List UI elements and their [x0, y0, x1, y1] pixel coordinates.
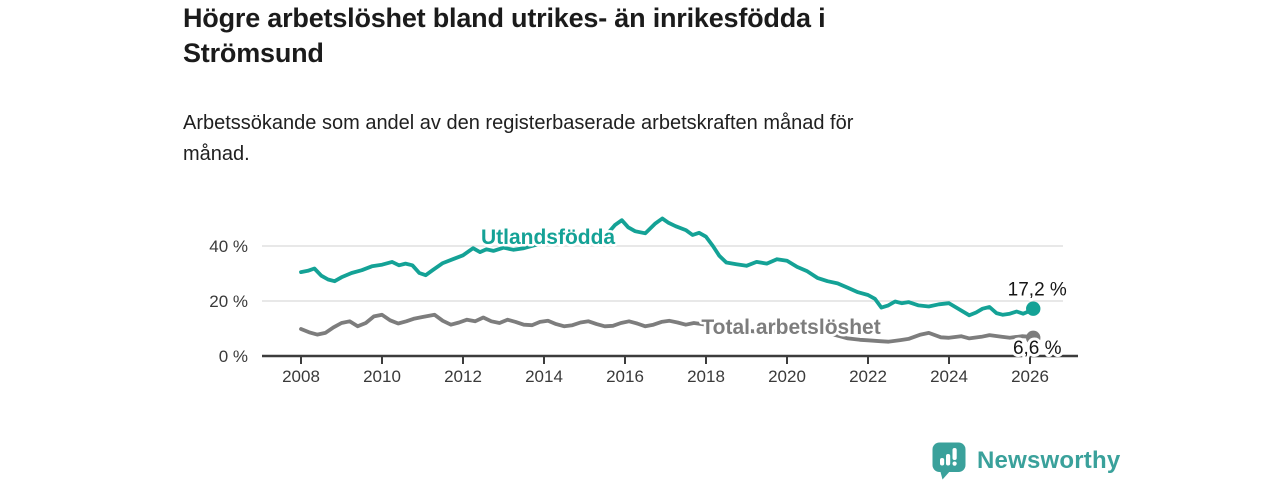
series-label-total: Total arbetslöshet: [701, 316, 880, 339]
footer-branding[interactable]: Newsworthy: [931, 441, 1120, 480]
y-tick-label: 20 %: [209, 292, 248, 311]
end-value-total: 6,6 %: [1013, 338, 1062, 359]
end-dot-utlandsfodda: [1026, 301, 1041, 316]
y-tick-label: 0 %: [219, 347, 248, 366]
chart-title: Högre arbetslöshet bland utrikes- än inr…: [183, 3, 826, 68]
newsworthy-logo-icon: [932, 442, 966, 480]
end-dot-total: [1026, 330, 1041, 346]
series-line-total: [299, 312, 1036, 344]
x-tick-label: 2016: [606, 367, 644, 386]
x-tick-label: 2024: [930, 367, 968, 386]
line-chart-svg: 2008 2010 2012 2014 2016 2018 2020 2022 2024 2026…: [209, 216, 1078, 386]
brand-name: Newsworthy: [977, 446, 1121, 474]
x-tick-label: 2018: [687, 367, 725, 386]
chart-subtitle: Arbetssökande som andel av den registerb…: [183, 112, 854, 165]
series-line-utlandsfodda: [299, 216, 1036, 318]
x-tick-label: 2012: [444, 367, 482, 386]
x-tick-label: 2022: [849, 367, 887, 386]
x-tick-label: 2010: [363, 367, 401, 386]
x-tick-label: 2014: [525, 367, 563, 386]
x-tick-label: 2008: [282, 367, 320, 386]
x-tick-label: 2020: [768, 367, 806, 386]
x-tick-label: 2026: [1011, 367, 1049, 386]
series-label-utlandsfodda: Utlandsfödda: [481, 226, 615, 249]
end-value-utlandsfodda: 17,2 %: [1008, 280, 1067, 301]
y-tick-label: 40 %: [209, 237, 248, 256]
line-chart: 2008 2010 2012 2014 2016 2018 2020 2022 2024 2026…: [185, 205, 1085, 395]
